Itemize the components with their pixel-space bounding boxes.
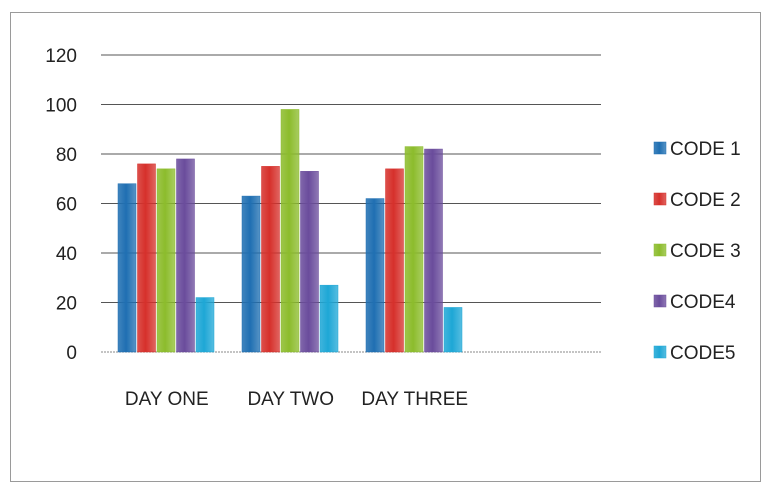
legend-item: CODE 3 <box>653 241 741 262</box>
x-category-label: DAY THREE <box>361 389 468 410</box>
bar <box>443 307 463 353</box>
bar <box>117 183 137 353</box>
y-tick-label: 20 <box>56 294 77 315</box>
bar <box>300 171 319 353</box>
bar <box>261 166 280 353</box>
x-category-label: DAY TWO <box>247 389 334 410</box>
bar <box>385 168 404 353</box>
legend: CODE 1 CODE 2 CODE 3 CODE4 CODE5 <box>653 139 741 364</box>
legend-label: CODE 3 <box>670 241 741 262</box>
legend-label: CODE4 <box>670 292 736 313</box>
bar <box>424 148 443 353</box>
y-tick-label: 100 <box>45 96 77 117</box>
legend-swatch <box>653 345 667 359</box>
bar <box>195 297 215 353</box>
bar <box>176 158 195 353</box>
legend-swatch <box>653 294 667 308</box>
y-axis-ticks: 0 20 40 60 80 100 120 <box>45 46 77 364</box>
chart-frame: 0 20 40 60 80 100 120 DAY ONE DAY TWO DAY THREE … <box>10 12 761 482</box>
bar <box>280 109 300 353</box>
y-tick-label: 60 <box>56 195 77 216</box>
legend-item: CODE5 <box>653 343 735 364</box>
legend-label: CODE 2 <box>670 190 741 211</box>
y-tick-label: 80 <box>56 145 77 166</box>
legend-item: CODE4 <box>653 292 736 313</box>
bar <box>241 195 261 353</box>
y-tick-label: 40 <box>56 244 77 265</box>
bar <box>404 146 424 353</box>
legend-swatch <box>653 192 667 206</box>
legend-label: CODE 1 <box>670 139 741 160</box>
legend-swatch <box>653 243 667 257</box>
bars <box>117 109 463 353</box>
y-tick-label: 0 <box>66 343 77 364</box>
legend-item: CODE 2 <box>653 190 741 211</box>
bar <box>319 284 339 353</box>
bar <box>365 198 385 353</box>
legend-swatch <box>653 141 667 155</box>
legend-label: CODE5 <box>670 343 735 364</box>
x-category-label: DAY ONE <box>125 389 209 410</box>
bar <box>137 163 156 353</box>
gridlines <box>101 54 601 353</box>
x-axis-categories: DAY ONE DAY TWO DAY THREE <box>125 389 468 410</box>
y-tick-label: 120 <box>45 46 77 67</box>
bar <box>156 168 176 353</box>
legend-item: CODE 1 <box>653 139 741 160</box>
